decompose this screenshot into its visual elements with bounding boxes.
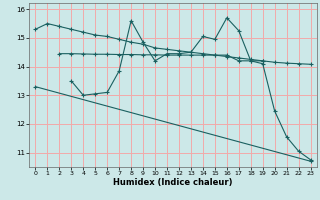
X-axis label: Humidex (Indice chaleur): Humidex (Indice chaleur) (113, 178, 233, 187)
